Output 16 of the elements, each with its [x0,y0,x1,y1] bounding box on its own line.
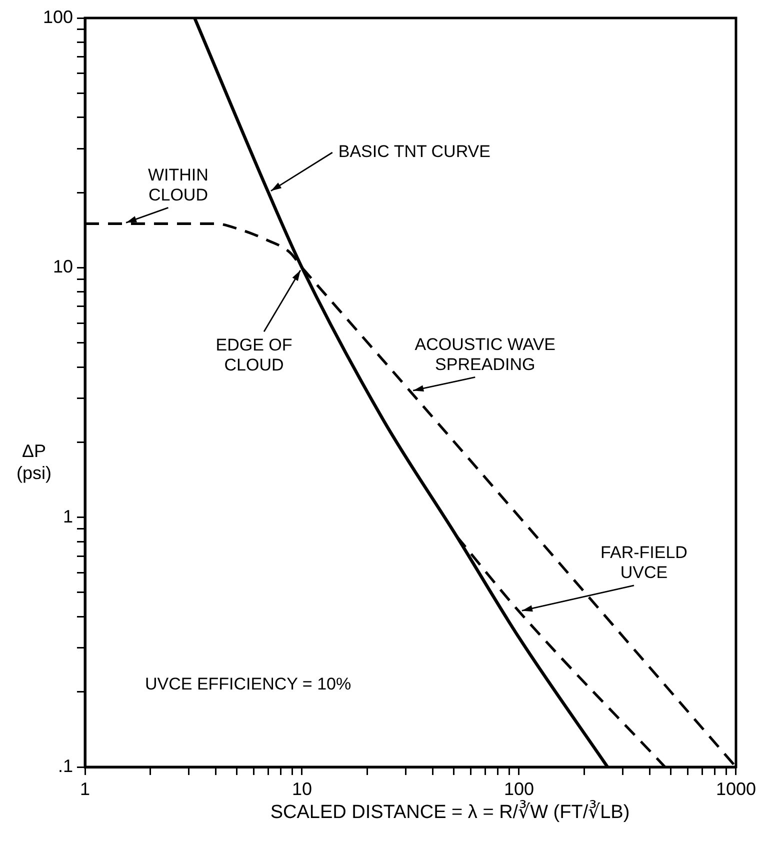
y-tick-label: 10 [52,256,73,277]
annotation: FAR-FIELD UVCE [600,543,688,582]
y-tick-label: .1 [58,756,73,776]
x-tick-label: 1 [80,778,90,799]
annotation: BASIC TNT CURVE [338,142,490,162]
y-tick-label: 1 [62,506,73,526]
annotation: EDGE OF CLOUD [216,335,292,374]
annotation: ACOUSTIC WAVE SPREADING [414,334,556,374]
annotation: UVCE EFFICIENCY = 10% [145,674,352,694]
x-tick-label: 100 [504,778,534,799]
y-axis-title: ΔP (psi) [16,440,52,484]
annotation: WITHIN CLOUD [148,165,208,204]
x-axis-title: SCALED DISTANCE = λ = R/∛W (FT/∛LB) [269,800,631,824]
x-tick-label: 1000 [716,778,756,799]
x-tick-label: 10 [292,778,312,799]
y-tick-label: 100 [42,6,73,27]
